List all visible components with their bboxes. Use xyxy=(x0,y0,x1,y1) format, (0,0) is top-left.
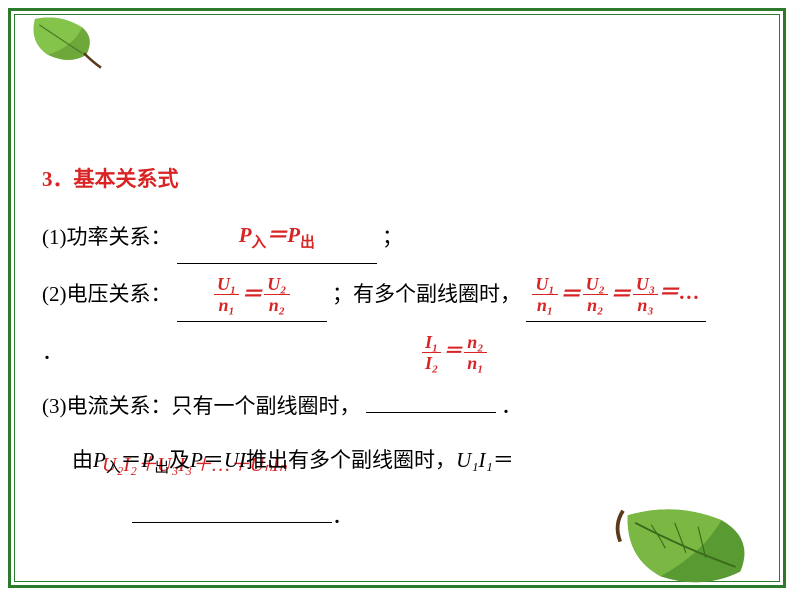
label-2: (2)电压关系： xyxy=(42,282,172,306)
tail-4: ． xyxy=(332,504,353,528)
label-3: (3)电流关系：只有一个副线圈时， xyxy=(42,394,361,418)
blank-1: P入＝P出 xyxy=(177,213,377,264)
line-current-relation: (3)电流关系：只有一个副线圈时， ． xyxy=(42,382,752,430)
answer-3: I₁I₂＝n₂n₁ xyxy=(422,330,487,374)
section-title: 3．基本关系式 xyxy=(42,155,752,203)
line-derivation: U₂I₂＋U₃I₃＋…＋UₙIₙ 由P入＝P出及P＝UI推出有多个副线圈时，U₁… xyxy=(72,436,752,486)
line-final-blank: ． xyxy=(42,492,752,540)
tail-1: ； xyxy=(382,225,403,249)
mid-2: ；有多个副线圈时， xyxy=(332,282,521,306)
blank-3 xyxy=(366,412,496,413)
answer-1: P入＝P出 xyxy=(239,223,315,247)
slide-content: 3．基本关系式 (1)功率关系： P入＝P出 ； (2)电压关系： U₁n₁＝U… xyxy=(42,155,752,547)
label-1: (1)功率关系： xyxy=(42,225,172,249)
line-dot: ． I₁I₂＝n₂n₁ xyxy=(42,328,752,376)
blank-2b: U₁n₁＝U₂n₂＝U₃n₃＝… xyxy=(526,270,706,321)
derivation-text: 由P入＝P出及P＝UI推出有多个副线圈时，U₁I₁＝ xyxy=(72,448,514,472)
tail-3: ． xyxy=(501,394,522,418)
answer-2a: U₁n₁＝U₂n₂ xyxy=(214,280,290,304)
leaf-top-left-icon xyxy=(20,12,110,72)
period: ． xyxy=(42,340,63,364)
line-voltage-relation: (2)电压关系： U₁n₁＝U₂n₂ ；有多个副线圈时， U₁n₁＝U₂n₂＝U… xyxy=(42,270,752,321)
blank-2a: U₁n₁＝U₂n₂ xyxy=(177,270,327,321)
line-power-relation: (1)功率关系： P入＝P出 ； xyxy=(42,213,752,264)
blank-4 xyxy=(132,522,332,523)
answer-2b: U₁n₁＝U₂n₂＝U₃n₃＝… xyxy=(532,280,700,304)
